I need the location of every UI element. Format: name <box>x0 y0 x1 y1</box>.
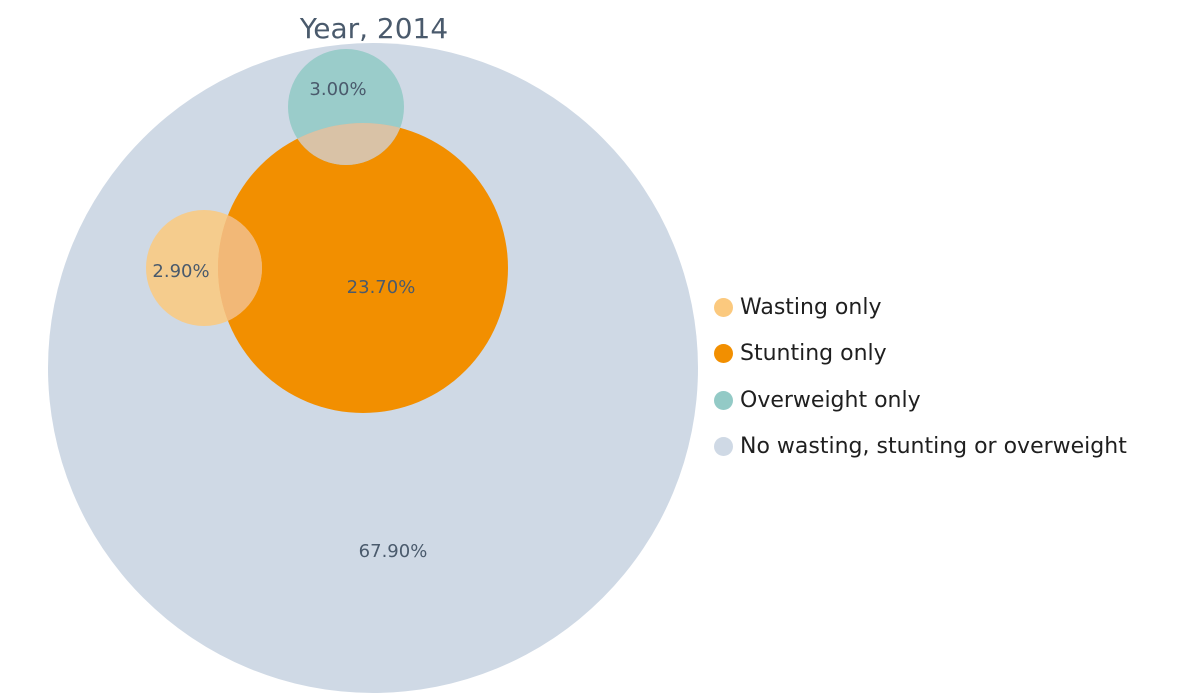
legend-label-stunting: Stunting only <box>740 341 887 367</box>
legend-swatch-wasting <box>714 297 733 317</box>
legend-item-stunting: Stunting only <box>714 331 1127 378</box>
value-label-stunting: 23.70% <box>347 277 416 298</box>
legend-swatch-stunting <box>714 344 733 364</box>
circles-layer <box>48 43 698 693</box>
legend-item-overweight: Overweight only <box>714 377 1127 424</box>
circle-stunting <box>218 123 508 413</box>
legend-label-none: No wasting, stunting or overweight <box>740 434 1127 460</box>
value-label-none: 67.90% <box>359 541 428 562</box>
value-label-wasting: 2.90% <box>152 261 209 282</box>
value-labels-layer: 2.90% 23.70% 3.00% 67.90% <box>152 79 427 562</box>
chart-title: Year, 2014 <box>299 12 448 45</box>
legend-label-wasting: Wasting only <box>740 294 882 320</box>
legend-label-overweight: Overweight only <box>740 387 921 413</box>
legend: Wasting only Stunting only Overweight only… <box>714 284 1127 470</box>
legend-swatch-none <box>714 437 733 457</box>
legend-item-wasting: Wasting only <box>714 284 1127 331</box>
legend-swatch-overweight <box>714 390 733 410</box>
legend-item-none: No wasting, stunting or overweight <box>714 424 1127 471</box>
value-label-overweight: 3.00% <box>309 79 366 100</box>
